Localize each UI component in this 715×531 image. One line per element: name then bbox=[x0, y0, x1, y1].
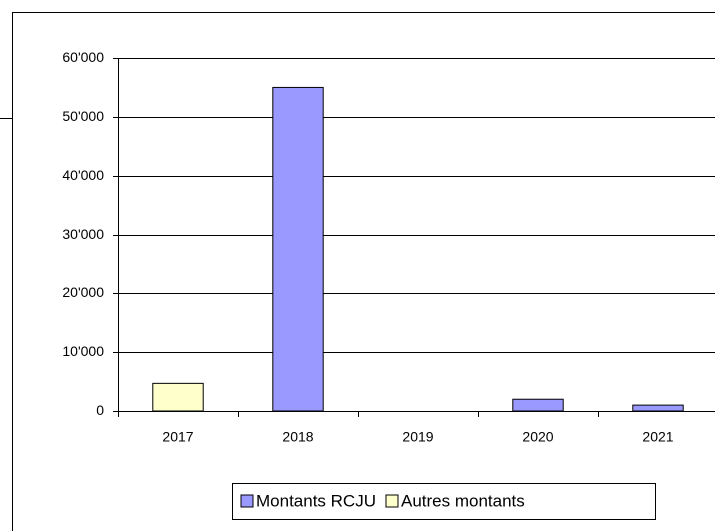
x-tick-label: 2018 bbox=[282, 429, 313, 445]
y-tick-label: 60'000 bbox=[62, 49, 104, 65]
legend-swatch bbox=[240, 494, 254, 508]
chart-border bbox=[12, 12, 715, 531]
x-tick-label: 2020 bbox=[522, 429, 553, 445]
x-tick-label: 2017 bbox=[162, 429, 193, 445]
legend bbox=[232, 483, 656, 520]
y-tick-label: 10'000 bbox=[62, 343, 104, 359]
bar bbox=[512, 398, 564, 412]
y-tick-label: 50'000 bbox=[62, 108, 104, 124]
legend-label: Autres montants bbox=[401, 491, 525, 510]
legend-label: Montants RCJU bbox=[256, 491, 376, 510]
y-tick-label: 40'000 bbox=[62, 167, 104, 183]
y-tick-label: 20'000 bbox=[62, 284, 104, 300]
x-tick-label: 2019 bbox=[402, 429, 433, 445]
y-tick-label: 0 bbox=[96, 402, 104, 418]
bar bbox=[632, 404, 684, 412]
bar bbox=[272, 86, 324, 412]
y-tick-label: 30'000 bbox=[62, 226, 104, 242]
x-tick-label: 2021 bbox=[642, 429, 673, 445]
legend-swatch bbox=[385, 494, 399, 508]
bar bbox=[152, 382, 204, 412]
